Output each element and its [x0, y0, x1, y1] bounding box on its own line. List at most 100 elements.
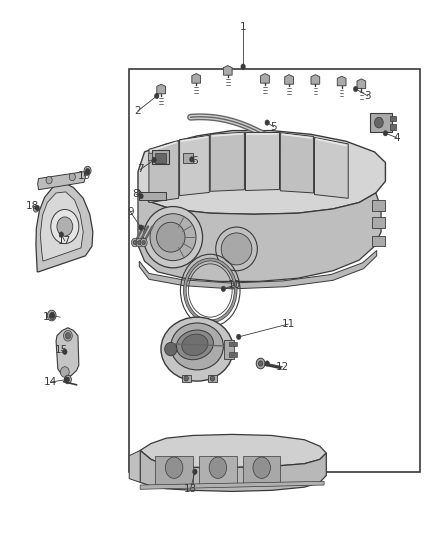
Polygon shape — [180, 135, 209, 196]
Circle shape — [353, 86, 358, 92]
Bar — [372, 200, 385, 211]
Circle shape — [138, 240, 141, 245]
Polygon shape — [139, 251, 377, 289]
Circle shape — [152, 157, 156, 163]
Circle shape — [237, 334, 241, 340]
Circle shape — [69, 173, 75, 181]
Ellipse shape — [150, 214, 196, 261]
Circle shape — [64, 330, 72, 341]
Circle shape — [35, 205, 39, 211]
Polygon shape — [40, 192, 83, 261]
Polygon shape — [149, 141, 179, 203]
Bar — [129, 69, 420, 472]
Circle shape — [49, 313, 54, 318]
Polygon shape — [229, 352, 237, 357]
Polygon shape — [311, 75, 320, 84]
Ellipse shape — [144, 207, 202, 268]
Circle shape — [184, 376, 188, 381]
Circle shape — [60, 367, 69, 377]
Text: 12: 12 — [276, 362, 289, 372]
Ellipse shape — [221, 233, 252, 265]
Polygon shape — [285, 75, 293, 84]
Polygon shape — [229, 342, 237, 346]
Polygon shape — [152, 150, 169, 164]
Circle shape — [256, 358, 265, 369]
Polygon shape — [129, 450, 140, 482]
Polygon shape — [224, 340, 234, 359]
Circle shape — [265, 120, 269, 125]
Polygon shape — [157, 84, 166, 94]
Text: 13: 13 — [184, 484, 197, 494]
Circle shape — [86, 168, 89, 173]
Bar — [372, 236, 385, 246]
Polygon shape — [182, 375, 191, 382]
Circle shape — [57, 217, 73, 236]
Circle shape — [265, 361, 269, 366]
Text: 6: 6 — [191, 157, 198, 166]
Polygon shape — [261, 74, 269, 83]
Ellipse shape — [182, 334, 208, 356]
Polygon shape — [139, 192, 166, 200]
Text: 15: 15 — [55, 345, 68, 355]
Polygon shape — [140, 450, 326, 491]
Polygon shape — [210, 132, 244, 191]
Ellipse shape — [161, 317, 233, 381]
Circle shape — [258, 361, 263, 366]
Circle shape — [142, 240, 145, 245]
Circle shape — [383, 131, 388, 136]
Circle shape — [190, 157, 194, 162]
Circle shape — [51, 209, 79, 244]
Polygon shape — [56, 328, 79, 376]
Polygon shape — [155, 153, 166, 163]
Circle shape — [140, 238, 147, 247]
Text: 8: 8 — [132, 189, 139, 199]
Polygon shape — [390, 116, 396, 121]
Circle shape — [50, 313, 55, 318]
Text: 19: 19 — [78, 171, 91, 181]
Text: 3: 3 — [364, 91, 371, 101]
Polygon shape — [280, 133, 314, 193]
Text: 17: 17 — [58, 236, 71, 246]
Circle shape — [253, 457, 271, 479]
Bar — [372, 217, 385, 228]
Polygon shape — [192, 74, 201, 83]
Ellipse shape — [156, 222, 185, 252]
Polygon shape — [337, 76, 346, 86]
Polygon shape — [148, 153, 152, 160]
Circle shape — [64, 377, 69, 382]
Polygon shape — [357, 79, 366, 88]
Polygon shape — [199, 456, 237, 485]
Text: 7: 7 — [137, 165, 144, 174]
Text: 11: 11 — [282, 319, 295, 329]
Polygon shape — [245, 132, 279, 190]
Circle shape — [46, 176, 52, 184]
Circle shape — [66, 377, 70, 382]
Circle shape — [33, 206, 39, 212]
Polygon shape — [36, 182, 93, 272]
Polygon shape — [155, 456, 193, 485]
Circle shape — [64, 375, 71, 384]
Circle shape — [131, 238, 138, 247]
Ellipse shape — [215, 227, 257, 271]
Polygon shape — [223, 66, 232, 75]
Circle shape — [85, 169, 90, 174]
Text: 14: 14 — [44, 377, 57, 387]
Polygon shape — [140, 481, 324, 489]
Circle shape — [210, 376, 215, 381]
Polygon shape — [140, 434, 326, 467]
Polygon shape — [38, 172, 85, 190]
Circle shape — [155, 93, 159, 99]
Polygon shape — [138, 189, 381, 281]
Polygon shape — [243, 456, 280, 485]
Text: 2: 2 — [134, 106, 141, 116]
Circle shape — [209, 457, 227, 479]
Text: 9: 9 — [127, 207, 134, 217]
Circle shape — [166, 457, 183, 479]
Circle shape — [139, 193, 143, 199]
Circle shape — [84, 166, 91, 175]
Text: 4: 4 — [393, 133, 400, 142]
Circle shape — [59, 232, 64, 237]
Circle shape — [374, 117, 383, 128]
Polygon shape — [208, 375, 217, 382]
Ellipse shape — [171, 323, 223, 370]
